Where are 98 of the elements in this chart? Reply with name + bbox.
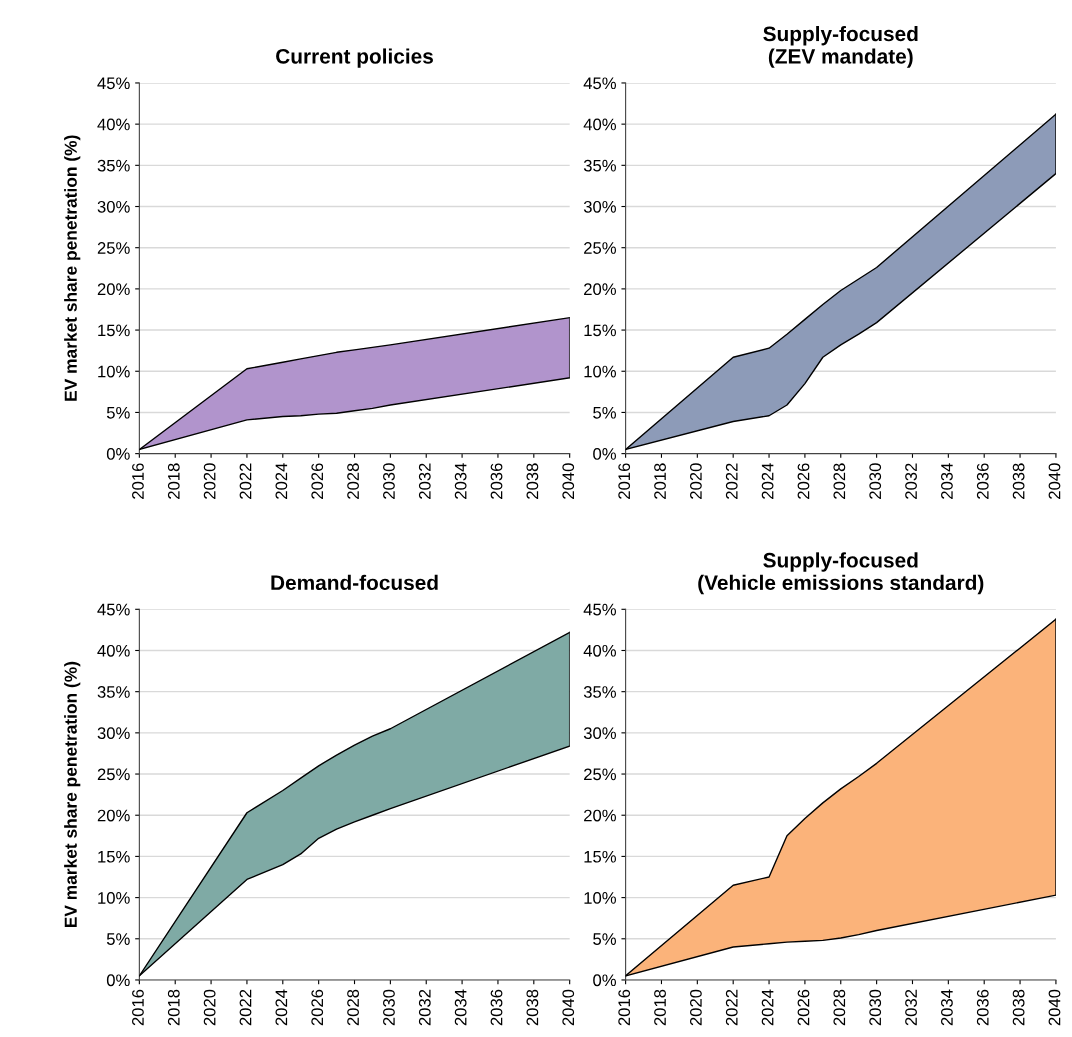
y-tick-label: 5% bbox=[593, 933, 616, 945]
x-tick-label: 2028 bbox=[833, 463, 846, 499]
x-tick-label: 2036 bbox=[976, 463, 989, 499]
y-tick-label: 15% bbox=[98, 324, 130, 337]
x-tick-label: 2032 bbox=[418, 463, 431, 499]
x-tick-label: 2016 bbox=[618, 989, 631, 1026]
y-tick-label: 20% bbox=[584, 809, 616, 822]
x-tick-label: 2040 bbox=[1048, 989, 1061, 1026]
y-tick-label: 25% bbox=[584, 768, 616, 781]
x-tick-label: 2026 bbox=[311, 989, 324, 1026]
x-tick-label: 2024 bbox=[761, 989, 774, 1026]
x-tick-label: 2034 bbox=[454, 989, 467, 1026]
x-tick-label: 2018 bbox=[167, 989, 180, 1026]
y-tick-label: 45% bbox=[583, 603, 616, 616]
y-tick-label: 30% bbox=[583, 200, 616, 213]
y-tick-label: 0% bbox=[593, 448, 616, 460]
y-axis-title: EV market share penetration (%) bbox=[64, 135, 81, 401]
x-tick-label: 2016 bbox=[618, 463, 631, 499]
x-tick-label: 2026 bbox=[311, 463, 324, 499]
x-tick-label: 2016 bbox=[132, 989, 144, 1026]
y-tick-label: 25% bbox=[97, 768, 130, 781]
x-tick-label: 2038 bbox=[1012, 463, 1025, 499]
x-tick-label: 2018 bbox=[654, 463, 666, 499]
y-tick-label: 10% bbox=[584, 892, 616, 904]
x-tick-label: 2030 bbox=[383, 989, 395, 1026]
x-tick-label: 2030 bbox=[869, 463, 882, 499]
y-tick-label: 20% bbox=[97, 283, 130, 296]
y-tick-label: 10% bbox=[98, 365, 130, 378]
x-tick-label: 2036 bbox=[976, 989, 989, 1026]
y-tick-label: 40% bbox=[583, 644, 616, 657]
y-tick-label: 5% bbox=[106, 933, 130, 945]
x-tick-label: 2018 bbox=[167, 463, 180, 499]
x-tick-label: 2020 bbox=[690, 463, 702, 499]
x-tick-label: 2020 bbox=[690, 989, 702, 1026]
x-tick-label: 2026 bbox=[797, 989, 810, 1026]
y-tick-label: 35% bbox=[583, 686, 616, 698]
x-tick-label: 2020 bbox=[203, 989, 216, 1026]
y-tick-label: 35% bbox=[583, 159, 616, 172]
x-tick-label: 2038 bbox=[526, 463, 539, 499]
x-tick-label: 2038 bbox=[1012, 989, 1025, 1026]
y-tick-label: 35% bbox=[97, 686, 130, 698]
x-tick-label: 2034 bbox=[454, 463, 467, 499]
x-tick-label: 2026 bbox=[797, 463, 810, 499]
y-tick-label: 20% bbox=[584, 283, 616, 296]
x-tick-label: 2036 bbox=[490, 989, 503, 1026]
y-tick-label: 15% bbox=[584, 324, 616, 337]
y-tick-label: 45% bbox=[97, 77, 130, 90]
x-tick-label: 2016 bbox=[132, 463, 144, 499]
y-tick-label: 30% bbox=[97, 727, 130, 740]
y-tick-label: 30% bbox=[97, 200, 130, 213]
x-tick-label: 2022 bbox=[239, 463, 252, 499]
y-tick-label: 10% bbox=[98, 892, 130, 904]
x-tick-label: 2024 bbox=[275, 463, 288, 499]
y-tick-label: 35% bbox=[97, 159, 130, 172]
x-tick-label: 2022 bbox=[725, 463, 738, 499]
y-tick-label: 0% bbox=[593, 974, 616, 987]
x-tick-label: 2030 bbox=[383, 463, 395, 499]
chart-title: Demand-focused bbox=[271, 574, 438, 591]
x-tick-label: 2020 bbox=[203, 463, 216, 499]
x-tick-label: 2034 bbox=[941, 989, 953, 1026]
y-tick-label: 40% bbox=[97, 118, 130, 131]
chart-title: Supply-focused (ZEV mandate) bbox=[763, 25, 918, 68]
y-tick-label: 25% bbox=[97, 242, 130, 254]
x-tick-label: 2032 bbox=[905, 989, 917, 1026]
chart-title: Supply-focused (Vehicle emissions standard) bbox=[698, 552, 984, 595]
y-tick-label: 5% bbox=[106, 406, 130, 419]
y-tick-label: 0% bbox=[106, 448, 130, 460]
x-tick-label: 2040 bbox=[1048, 463, 1061, 499]
x-tick-label: 2028 bbox=[347, 463, 359, 499]
x-tick-label: 2040 bbox=[562, 463, 575, 499]
x-tick-label: 2022 bbox=[239, 989, 252, 1026]
y-tick-label: 45% bbox=[97, 603, 130, 616]
y-tick-label: 5% bbox=[593, 406, 616, 419]
x-tick-label: 2040 bbox=[562, 989, 575, 1026]
y-tick-label: 30% bbox=[583, 727, 616, 740]
x-tick-label: 2024 bbox=[761, 463, 774, 499]
x-tick-label: 2022 bbox=[725, 989, 738, 1026]
y-tick-label: 15% bbox=[98, 850, 130, 863]
y-tick-label: 15% bbox=[584, 850, 616, 863]
x-tick-label: 2018 bbox=[654, 989, 666, 1026]
y-axis-title: EV market share penetration (%) bbox=[64, 661, 81, 928]
y-tick-label: 0% bbox=[106, 974, 130, 987]
y-tick-label: 40% bbox=[583, 118, 616, 131]
x-tick-label: 2032 bbox=[418, 989, 431, 1026]
x-tick-label: 2034 bbox=[941, 463, 953, 499]
y-tick-label: 25% bbox=[584, 242, 616, 254]
x-tick-label: 2028 bbox=[347, 989, 359, 1026]
x-tick-label: 2024 bbox=[275, 989, 288, 1026]
chart-title: Current policies bbox=[276, 48, 433, 68]
y-tick-label: 45% bbox=[583, 77, 616, 90]
x-tick-label: 2032 bbox=[905, 463, 917, 499]
x-tick-label: 2028 bbox=[833, 989, 846, 1026]
x-tick-label: 2030 bbox=[869, 989, 882, 1026]
y-tick-label: 10% bbox=[584, 365, 616, 378]
y-tick-label: 20% bbox=[97, 809, 130, 822]
x-tick-label: 2036 bbox=[490, 463, 503, 499]
y-tick-label: 40% bbox=[97, 644, 130, 657]
x-tick-label: 2038 bbox=[526, 989, 539, 1026]
